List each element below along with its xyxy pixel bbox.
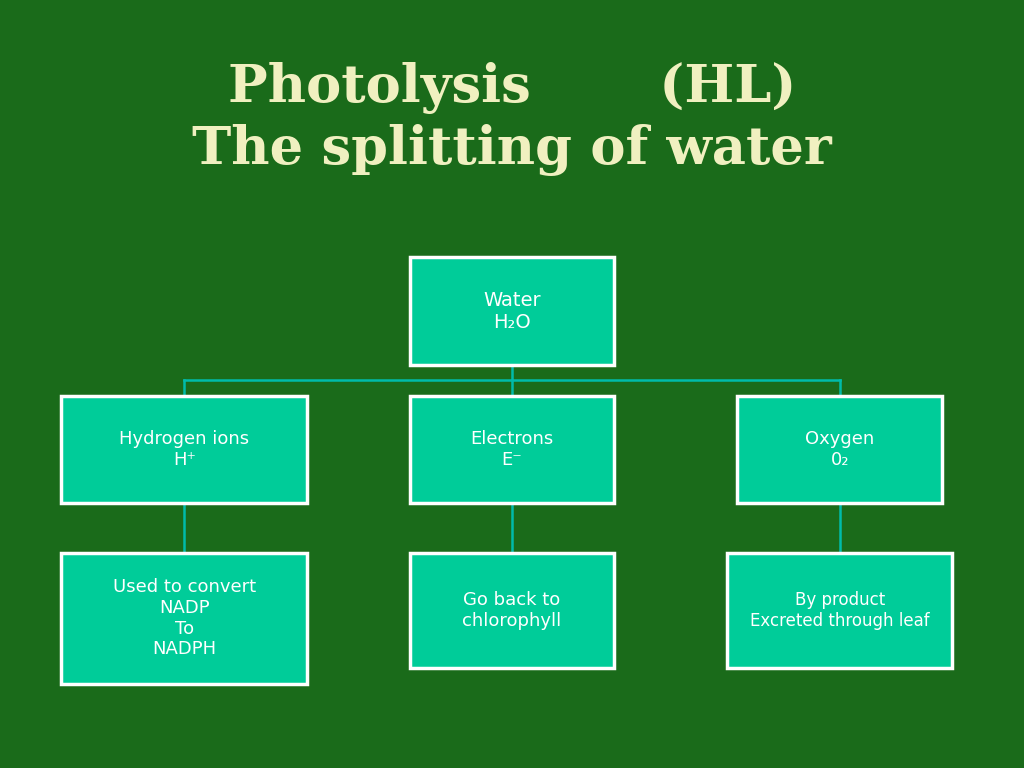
Text: By product
Excreted through leaf: By product Excreted through leaf (750, 591, 930, 630)
Text: Electrons
E⁻: Electrons E⁻ (470, 430, 554, 468)
FancyBboxPatch shape (61, 396, 307, 503)
Text: Water
H₂O: Water H₂O (483, 290, 541, 332)
Text: The splitting of water: The splitting of water (193, 124, 831, 176)
Text: Go back to
chlorophyll: Go back to chlorophyll (463, 591, 561, 630)
Text: Photolysis       (HL): Photolysis (HL) (228, 62, 796, 114)
FancyBboxPatch shape (727, 553, 952, 668)
Text: Used to convert
NADP
To
NADPH: Used to convert NADP To NADPH (113, 578, 256, 658)
FancyBboxPatch shape (410, 553, 614, 668)
Text: Oxygen
0₂: Oxygen 0₂ (805, 430, 874, 468)
FancyBboxPatch shape (61, 553, 307, 684)
FancyBboxPatch shape (410, 257, 614, 365)
Text: Hydrogen ions
H⁺: Hydrogen ions H⁺ (119, 430, 250, 468)
FancyBboxPatch shape (410, 396, 614, 503)
FancyBboxPatch shape (737, 396, 942, 503)
